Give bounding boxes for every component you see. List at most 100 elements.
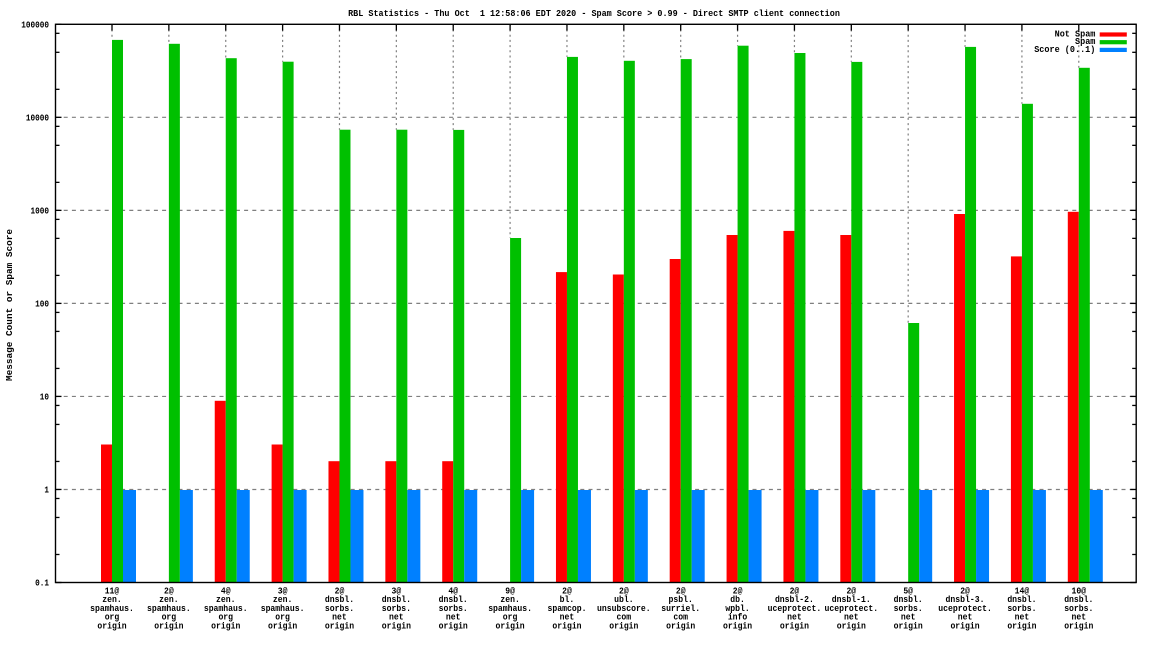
svg-text:spamhaus.: spamhaus.: [204, 603, 248, 614]
svg-text:spamhaus.: spamhaus.: [90, 603, 134, 614]
svg-text:dnsbl.: dnsbl.: [1064, 594, 1093, 605]
svg-text:RBL Statistics - Thu Oct 1 12: RBL Statistics - Thu Oct 1 12:58:06 EDT …: [348, 8, 840, 19]
svg-text:net: net: [389, 612, 404, 623]
svg-text:dnsbl.: dnsbl.: [439, 594, 468, 605]
svg-text:org: org: [218, 612, 233, 623]
svg-text:2@: 2@: [619, 586, 629, 597]
svg-text:origin: origin: [552, 620, 582, 631]
svg-text:Spam: Spam: [1075, 36, 1096, 47]
svg-text:origin: origin: [495, 620, 525, 631]
svg-text:com: com: [673, 612, 688, 623]
svg-text:net: net: [1071, 612, 1086, 623]
svg-text:2@: 2@: [960, 586, 970, 597]
svg-text:zen.: zen.: [159, 594, 179, 605]
svg-text:4@: 4@: [221, 586, 231, 597]
svg-text:origin: origin: [837, 620, 867, 631]
svg-text:3@: 3@: [278, 586, 288, 597]
svg-text:4@: 4@: [448, 586, 458, 597]
svg-text:origin: origin: [439, 620, 469, 631]
svg-text:org: org: [105, 612, 120, 623]
svg-text:spamcop.: spamcop.: [547, 603, 586, 614]
svg-text:com: com: [617, 612, 632, 623]
svg-text:2@: 2@: [733, 586, 743, 597]
svg-text:dnsbl.: dnsbl.: [382, 594, 411, 605]
svg-text:Message Count or Spam Score: Message Count or Spam Score: [4, 229, 15, 381]
svg-text:psbl.: psbl.: [669, 594, 693, 605]
svg-text:origin: origin: [1007, 620, 1037, 631]
svg-text:Score (0..1): Score (0..1): [1034, 44, 1095, 55]
svg-text:spamhaus.: spamhaus.: [488, 603, 532, 614]
svg-text:2@: 2@: [790, 586, 800, 597]
svg-text:2@: 2@: [164, 586, 174, 597]
svg-text:sorbs.: sorbs.: [1064, 603, 1093, 614]
svg-text:org: org: [275, 612, 290, 623]
svg-text:1: 1: [44, 484, 49, 495]
svg-text:net: net: [844, 612, 859, 623]
svg-text:zen.: zen.: [216, 594, 236, 605]
svg-text:zen.: zen.: [102, 594, 122, 605]
svg-text:dnsbl-3.: dnsbl-3.: [946, 594, 985, 605]
svg-text:2@: 2@: [846, 586, 856, 597]
svg-text:sorbs.: sorbs.: [1007, 603, 1036, 614]
svg-text:Not Spam: Not Spam: [1055, 29, 1096, 40]
svg-text:10000: 10000: [26, 112, 49, 123]
svg-text:10: 10: [40, 391, 50, 402]
svg-text:5@: 5@: [903, 586, 913, 597]
svg-text:surriel.: surriel.: [661, 603, 700, 614]
svg-text:11@: 11@: [105, 586, 120, 597]
svg-text:origin: origin: [894, 620, 924, 631]
svg-text:sorbs.: sorbs.: [894, 603, 923, 614]
svg-text:sorbs.: sorbs.: [325, 603, 354, 614]
svg-text:net: net: [787, 612, 802, 623]
svg-text:db.: db.: [730, 594, 745, 605]
svg-text:3@: 3@: [392, 586, 402, 597]
svg-text:unsubscore.: unsubscore.: [597, 603, 651, 614]
svg-text:ubl.: ubl.: [614, 594, 634, 605]
svg-text:dnsbl.: dnsbl.: [894, 594, 923, 605]
svg-text:origin: origin: [609, 620, 639, 631]
svg-text:1000: 1000: [31, 205, 50, 216]
svg-text:net: net: [1015, 612, 1030, 623]
svg-text:wpbl.: wpbl.: [725, 603, 749, 614]
svg-text:org: org: [162, 612, 177, 623]
svg-text:zen.: zen.: [273, 594, 293, 605]
svg-text:2@: 2@: [676, 586, 686, 597]
svg-text:origin: origin: [666, 620, 696, 631]
svg-text:net: net: [901, 612, 916, 623]
svg-text:origin: origin: [723, 620, 753, 631]
svg-text:uceprotect.: uceprotect.: [938, 603, 992, 614]
svg-text:origin: origin: [268, 620, 298, 631]
svg-text:dnsbl-2.: dnsbl-2.: [775, 594, 814, 605]
svg-text:origin: origin: [1064, 620, 1094, 631]
svg-text:origin: origin: [97, 620, 127, 631]
svg-text:0.1: 0.1: [35, 578, 49, 589]
svg-text:net: net: [446, 612, 461, 623]
svg-text:uceprotect.: uceprotect.: [768, 603, 822, 614]
svg-text:origin: origin: [780, 620, 810, 631]
svg-text:2@: 2@: [335, 586, 345, 597]
svg-text:info: info: [728, 612, 748, 623]
svg-text:2@: 2@: [562, 586, 572, 597]
svg-text:zen.: zen.: [500, 594, 520, 605]
svg-text:net: net: [958, 612, 973, 623]
svg-text:bl.: bl.: [560, 594, 575, 605]
svg-text:origin: origin: [382, 620, 412, 631]
svg-text:spamhaus.: spamhaus.: [261, 603, 305, 614]
svg-text:sorbs.: sorbs.: [439, 603, 468, 614]
svg-text:100: 100: [35, 298, 49, 309]
svg-text:10@: 10@: [1071, 586, 1086, 597]
svg-text:100000: 100000: [21, 19, 49, 30]
svg-text:origin: origin: [950, 620, 980, 631]
svg-text:dnsbl.: dnsbl.: [325, 594, 354, 605]
svg-text:dnsbl.: dnsbl.: [1007, 594, 1036, 605]
svg-text:spamhaus.: spamhaus.: [147, 603, 191, 614]
svg-text:dnsbl-1.: dnsbl-1.: [832, 594, 871, 605]
svg-text:org: org: [503, 612, 518, 623]
svg-text:net: net: [560, 612, 575, 623]
svg-text:9@: 9@: [505, 586, 515, 597]
svg-text:uceprotect.: uceprotect.: [825, 603, 879, 614]
svg-text:origin: origin: [211, 620, 241, 631]
svg-text:sorbs.: sorbs.: [382, 603, 411, 614]
svg-text:origin: origin: [325, 620, 355, 631]
svg-text:net: net: [332, 612, 347, 623]
